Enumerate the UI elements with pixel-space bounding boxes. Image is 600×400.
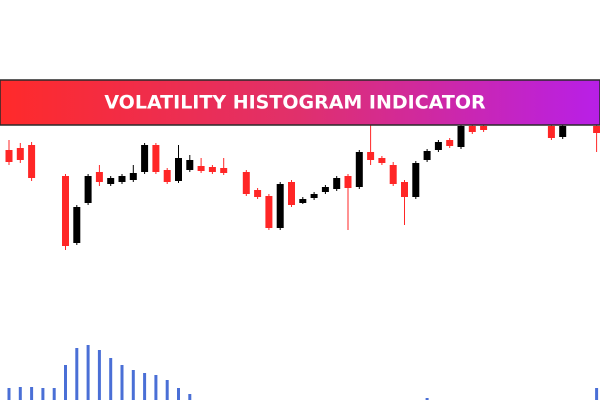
histogram-bar	[177, 388, 180, 400]
candle-body	[333, 178, 341, 189]
candle-body	[276, 184, 284, 228]
candle-body	[152, 145, 160, 172]
histogram-bar	[75, 348, 79, 400]
candle-body	[389, 165, 397, 184]
candle-body	[457, 126, 465, 147]
candle-body	[412, 163, 420, 197]
candle-body	[378, 158, 386, 163]
candle-body	[480, 126, 488, 130]
candle-body	[355, 152, 363, 187]
candle-body	[547, 126, 555, 138]
candle-body	[62, 176, 69, 246]
candle-body	[265, 196, 273, 228]
candle-body	[367, 152, 375, 160]
candle-body	[321, 187, 329, 192]
candle-body	[208, 167, 216, 172]
candle-body	[95, 172, 103, 182]
histogram-bar	[86, 345, 90, 400]
candle-body	[401, 182, 408, 197]
candle-body	[299, 199, 307, 203]
plot-area	[5, 124, 600, 400]
histogram-bar	[154, 375, 158, 400]
candle-body	[468, 126, 476, 132]
candle-body	[288, 182, 295, 205]
candle-body	[446, 140, 454, 146]
histogram-bar	[188, 394, 192, 400]
histogram-bar	[595, 388, 599, 400]
histogram-bar	[7, 388, 11, 400]
candle-body	[559, 126, 567, 137]
histogram-bar	[109, 358, 113, 400]
candle-body	[73, 207, 81, 243]
candle-body	[220, 168, 228, 173]
histogram-bar	[425, 398, 429, 400]
histogram-bar	[30, 387, 34, 400]
candle-body	[197, 166, 205, 171]
candle-body	[242, 172, 250, 194]
histogram-bar	[64, 365, 67, 400]
histogram-bar	[143, 373, 147, 400]
histogram-bar	[165, 380, 169, 400]
candle-body	[118, 176, 126, 182]
candle-body	[254, 190, 262, 197]
histogram-bar	[52, 388, 56, 400]
banner-background	[0, 79, 600, 126]
chart-title: VOLATILITY HISTOGRAM INDICATOR	[104, 92, 486, 114]
candle-body	[107, 178, 115, 184]
candle-body	[163, 170, 171, 182]
histogram-bar	[131, 370, 135, 400]
histogram-bar	[97, 350, 101, 400]
histogram-bar	[18, 387, 22, 400]
candle-body	[175, 158, 182, 181]
candle-body	[5, 150, 13, 162]
candle-body	[593, 126, 600, 133]
candle-body	[84, 176, 92, 203]
candle-body	[186, 160, 194, 170]
title-banner: VOLATILITY HISTOGRAM INDICATOR	[0, 79, 600, 126]
candle-body	[129, 173, 137, 180]
candle-body	[28, 145, 36, 178]
candle-body	[434, 142, 442, 150]
histogram-bar	[120, 365, 124, 400]
candle-body	[141, 145, 149, 172]
candle-body	[16, 148, 24, 160]
candle-body	[344, 176, 352, 188]
candle-body	[310, 194, 318, 198]
candle-body	[423, 151, 431, 160]
histogram-bar	[41, 388, 45, 400]
